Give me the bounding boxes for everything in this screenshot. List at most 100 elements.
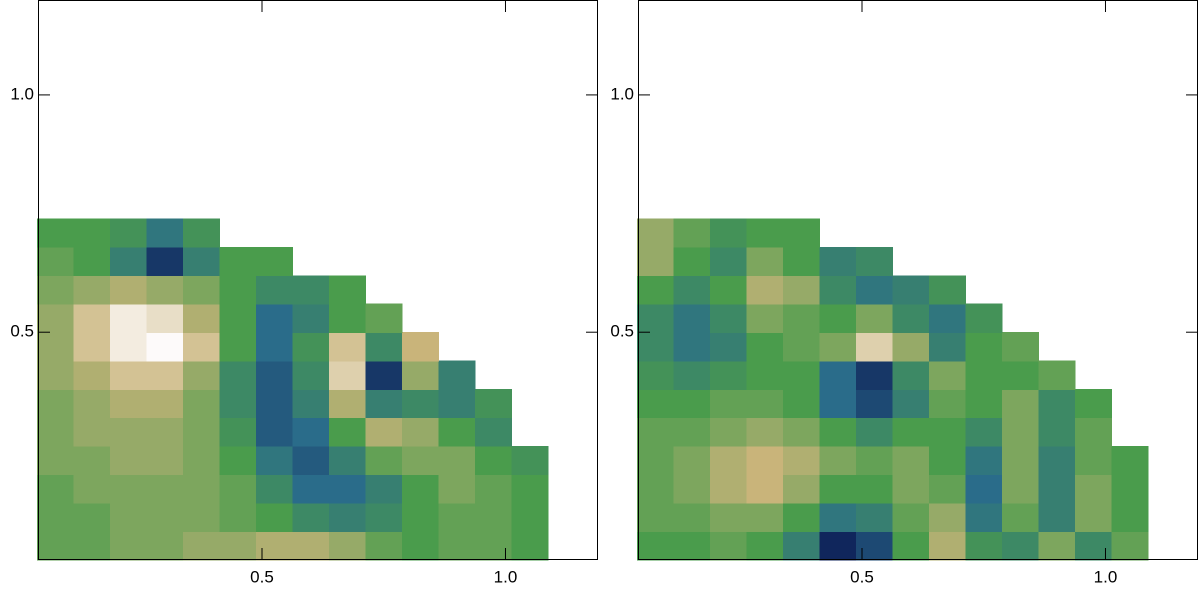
heatmap-cell <box>365 389 403 419</box>
heatmap-cell <box>182 503 220 533</box>
heatmap-cell <box>475 446 513 476</box>
heatmap-cell <box>402 474 440 504</box>
heatmap-cell <box>782 246 820 276</box>
heatmap-cell <box>438 446 476 476</box>
heatmap-cell <box>292 389 330 419</box>
heatmap-cell <box>438 531 476 561</box>
heatmap-cell <box>328 360 367 390</box>
heatmap-cell <box>146 531 184 561</box>
heatmap-cell <box>892 389 930 419</box>
y-tick-label: 1.0 <box>10 84 34 103</box>
heatmap-cell <box>402 417 440 447</box>
heatmap-cell <box>819 474 857 504</box>
heatmap-cell <box>73 417 111 447</box>
heatmap-cell <box>73 218 111 248</box>
heatmap-cell <box>292 531 330 561</box>
heatmap-cell <box>855 417 894 447</box>
heatmap-cell <box>146 389 184 419</box>
heatmap-cell <box>1002 474 1040 504</box>
heatmap-cell <box>746 332 784 362</box>
heatmap-cell <box>73 332 111 362</box>
heatmap-cell <box>402 332 440 362</box>
heatmap-cell <box>182 246 220 276</box>
heatmap-cell <box>636 474 674 504</box>
heatmap-cell <box>965 503 1003 533</box>
heatmap-cell <box>965 417 1003 447</box>
heatmap-cell <box>636 218 674 248</box>
heatmap-cell <box>855 446 894 476</box>
heatmap-cell <box>892 474 930 504</box>
heatmap-cell <box>928 446 967 476</box>
heatmap-cell <box>709 360 747 390</box>
heatmap-cell <box>73 531 111 561</box>
heatmap-cell <box>219 332 257 362</box>
heatmap-cell <box>475 531 513 561</box>
heatmap-cell <box>636 332 674 362</box>
heatmap-cell <box>673 218 711 248</box>
heatmap-cell <box>73 246 111 276</box>
heatmap-cell <box>219 246 257 276</box>
heatmap-cell <box>928 360 967 390</box>
heatmap-cell <box>328 503 367 533</box>
heatmap-cell <box>365 531 403 561</box>
heatmap-cell <box>636 303 674 333</box>
heatmap-cell <box>819 417 857 447</box>
heatmap-cell <box>928 303 967 333</box>
heatmap-cell <box>1002 531 1040 561</box>
axes-frame <box>38 0 598 560</box>
heatmap-cell <box>819 246 857 276</box>
heatmap-cell <box>292 303 330 333</box>
heatmap-cell <box>109 303 147 333</box>
heatmap-cell <box>746 531 784 561</box>
heatmap-cell <box>673 417 711 447</box>
heatmap-cell <box>928 417 967 447</box>
heatmap-cell <box>928 531 967 561</box>
heatmap-cell <box>109 474 147 504</box>
heatmap-cell <box>782 503 820 533</box>
heatmap-cell <box>109 246 147 276</box>
heatmap-cell <box>673 332 711 362</box>
heatmap-cell <box>255 303 294 333</box>
heatmap-cell <box>965 332 1003 362</box>
heatmap-cell <box>36 503 74 533</box>
heatmap-cell <box>402 503 440 533</box>
heatmap-cell <box>511 531 549 561</box>
heatmap-cell <box>438 474 476 504</box>
heatmap-cell <box>855 303 894 333</box>
heatmap-cell <box>328 332 367 362</box>
heatmap-cell <box>709 332 747 362</box>
heatmap-cell <box>673 246 711 276</box>
heatmap-cell <box>146 446 184 476</box>
heatmap-cell <box>746 246 784 276</box>
heatmap-cell <box>511 446 549 476</box>
heatmap-cell <box>819 360 857 390</box>
heatmap-cell <box>182 446 220 476</box>
heatmap-cell <box>746 360 784 390</box>
heatmap-cell <box>402 360 440 390</box>
heatmap-cell <box>965 531 1003 561</box>
heatmap-cell <box>292 503 330 533</box>
heatmap-cell <box>855 503 894 533</box>
heatmap-cell <box>1075 503 1113 533</box>
heatmap-cell <box>182 417 220 447</box>
heatmap-cell <box>855 531 894 561</box>
y-tick-label: 0.5 <box>10 322 34 341</box>
heatmap-cell <box>182 531 220 561</box>
heatmap-cell <box>782 332 820 362</box>
heatmap-cell <box>855 275 894 305</box>
heatmap-cell <box>328 303 367 333</box>
heatmap-cell <box>636 531 674 561</box>
heatmap-cell <box>1038 474 1076 504</box>
heatmap-cell <box>109 531 147 561</box>
heatmap-cell <box>709 389 747 419</box>
heatmap-cell <box>1038 360 1076 390</box>
heatmap-cell <box>855 474 894 504</box>
heatmap-cell <box>819 303 857 333</box>
panel: 0.5 1.0 0.5 1.0 <box>610 0 1198 586</box>
heatmap-cell <box>328 417 367 447</box>
heatmap-cell <box>855 389 894 419</box>
heatmap-cell <box>965 303 1003 333</box>
heatmap-cell <box>365 446 403 476</box>
heatmap-cell <box>928 503 967 533</box>
heatmap-cell <box>709 275 747 305</box>
